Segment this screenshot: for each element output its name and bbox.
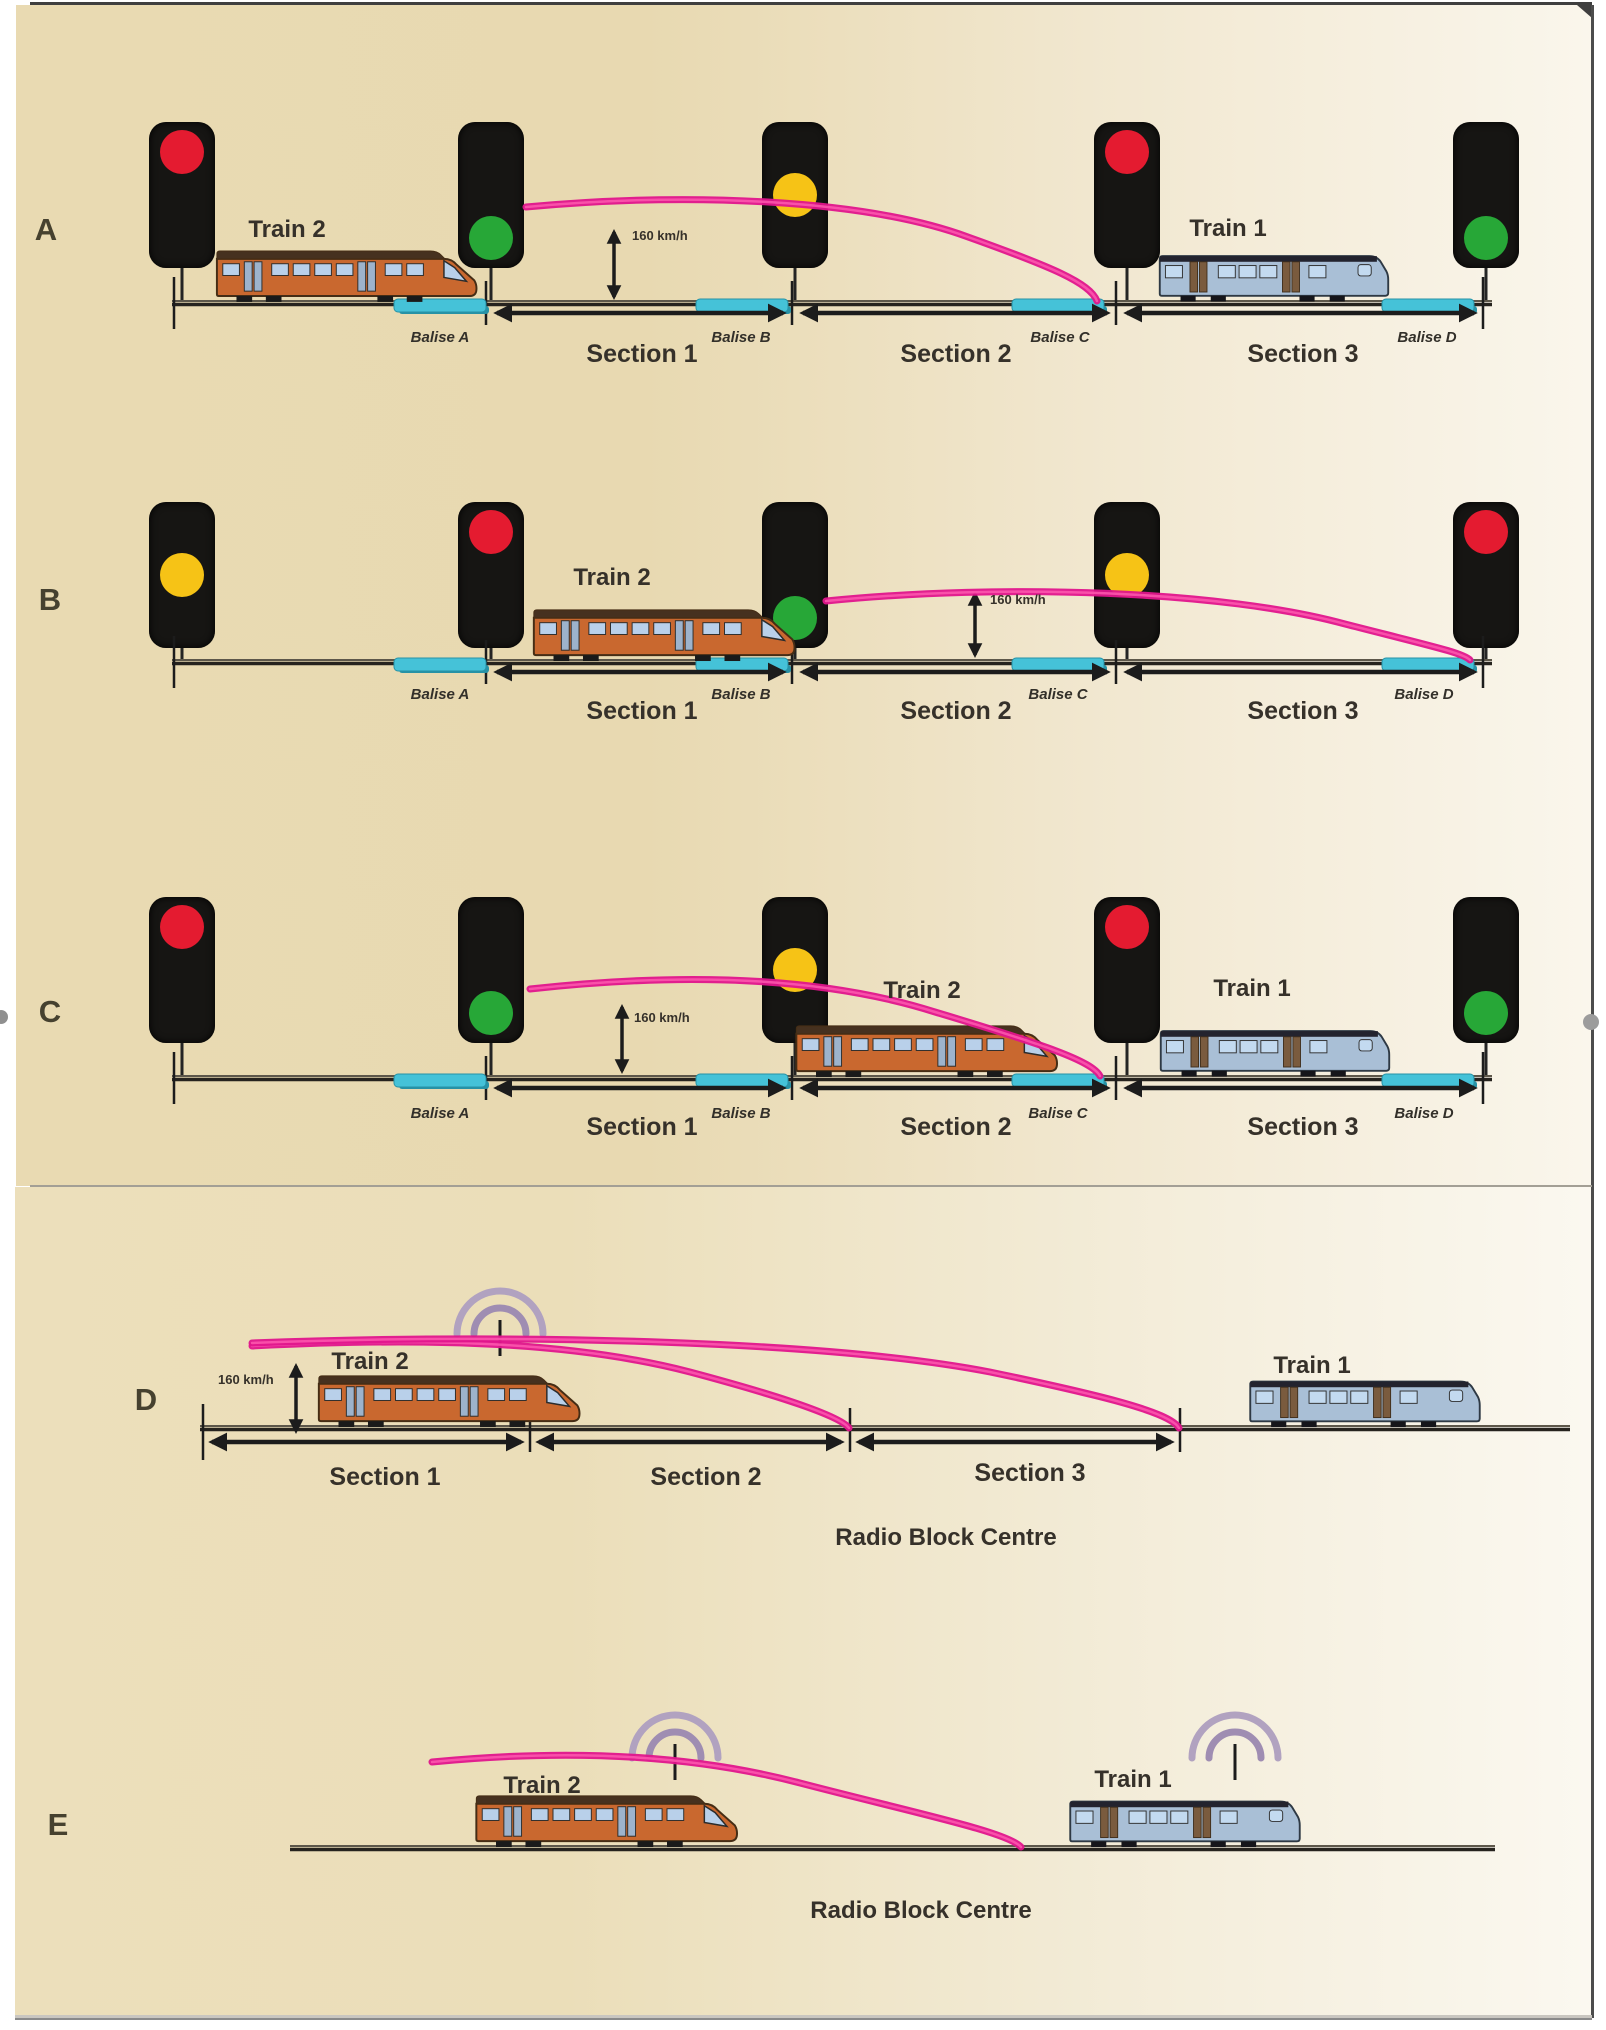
section3-label: Section 3 [1247, 340, 1359, 368]
lower-image-background [15, 1187, 1592, 2016]
signal-icon [458, 122, 524, 268]
radio-block-centre-label: Radio Block Centre [810, 1897, 1032, 1924]
section2-label: Section 2 [900, 697, 1012, 725]
panel-d-letter: D [134, 1382, 158, 1417]
signal-lamp [1105, 553, 1149, 597]
signal-lamp [469, 216, 513, 260]
signal-icon [1453, 122, 1519, 268]
train1-label: Train 1 [1273, 1352, 1351, 1379]
section2-label: Section 2 [900, 1113, 1012, 1141]
signal-lamp [1464, 216, 1508, 260]
train1-label: Train 1 [1189, 215, 1267, 242]
radio-block-centre-label: Radio Block Centre [835, 1524, 1057, 1551]
window-bottom-border [15, 2015, 1592, 2018]
train1-label: Train 1 [1213, 975, 1291, 1002]
train2-label: Train 2 [331, 1348, 409, 1375]
balise-d-label: Balise D [1397, 329, 1457, 346]
balise-c-label: Balise C [1028, 1105, 1088, 1122]
speed-label: 160 km/h [634, 1010, 690, 1025]
balise-a-label: Balise A [410, 1105, 470, 1122]
panel-c-letter: C [38, 994, 62, 1029]
signal-icon [1453, 897, 1519, 1043]
section1-label: Section 1 [586, 697, 698, 725]
balise-d-label: Balise D [1394, 686, 1454, 703]
signal-icon [149, 897, 215, 1043]
train2-label: Train 2 [883, 977, 961, 1004]
signal-icon [1453, 502, 1519, 648]
section1-label: Section 1 [586, 340, 698, 368]
resize-handle-right[interactable] [1583, 1014, 1599, 1030]
window-bottom-border-dark [15, 2018, 1592, 2020]
signal-icon [762, 897, 828, 1043]
balise-a-label: Balise A [410, 329, 470, 346]
signal-lamp [160, 905, 204, 949]
section3-label: Section 3 [1247, 1113, 1359, 1141]
balise-b-label: Balise B [711, 329, 771, 346]
speed-label: 160 km/h [632, 228, 688, 243]
signal-lamp [469, 510, 513, 554]
signal-icon [1094, 897, 1160, 1043]
image-seam-line [30, 1185, 1592, 1187]
balise-b-label: Balise B [711, 1105, 771, 1122]
signal-icon [1094, 502, 1160, 648]
balise-a-label: Balise A [410, 686, 470, 703]
speed-label: 160 km/h [218, 1372, 274, 1387]
section1-label: Section 1 [586, 1113, 698, 1141]
section3-label: Section 3 [974, 1459, 1086, 1487]
train2-label: Train 2 [503, 1772, 581, 1799]
signal-icon [149, 122, 215, 268]
signal-lamp [1464, 510, 1508, 554]
signal-icon [762, 502, 828, 648]
train2-label: Train 2 [248, 216, 326, 243]
balise-d-label: Balise D [1394, 1105, 1454, 1122]
signal-lamp [1105, 130, 1149, 174]
speed-label: 160 km/h [990, 592, 1046, 607]
signal-lamp [469, 991, 513, 1035]
signal-icon [762, 122, 828, 268]
signal-lamp [160, 553, 204, 597]
section2-label: Section 2 [650, 1463, 762, 1491]
balise-b-label: Balise B [711, 686, 771, 703]
section2-label: Section 2 [900, 340, 1012, 368]
signal-icon [149, 502, 215, 648]
signal-lamp [160, 130, 204, 174]
train1-label: Train 1 [1094, 1766, 1172, 1793]
signal-lamp [1105, 905, 1149, 949]
panel-b-letter: B [38, 582, 62, 617]
train2-label: Train 2 [573, 564, 651, 591]
resize-handle-left[interactable] [0, 1010, 8, 1024]
balise-c-label: Balise C [1028, 686, 1088, 703]
signal-lamp [773, 596, 817, 640]
window-right-border [1591, 5, 1594, 2018]
panel-a-letter: A [34, 212, 58, 247]
signal-lamp [1464, 991, 1508, 1035]
panel-e-letter: E [47, 1807, 69, 1842]
section3-label: Section 3 [1247, 697, 1359, 725]
section1-label: Section 1 [329, 1463, 441, 1491]
signal-icon [458, 502, 524, 648]
balise-c-label: Balise C [1030, 329, 1090, 346]
signal-lamp [773, 948, 817, 992]
signal-lamp [773, 173, 817, 217]
window-top-border [30, 2, 1592, 5]
signal-icon [458, 897, 524, 1043]
signal-icon [1094, 122, 1160, 268]
